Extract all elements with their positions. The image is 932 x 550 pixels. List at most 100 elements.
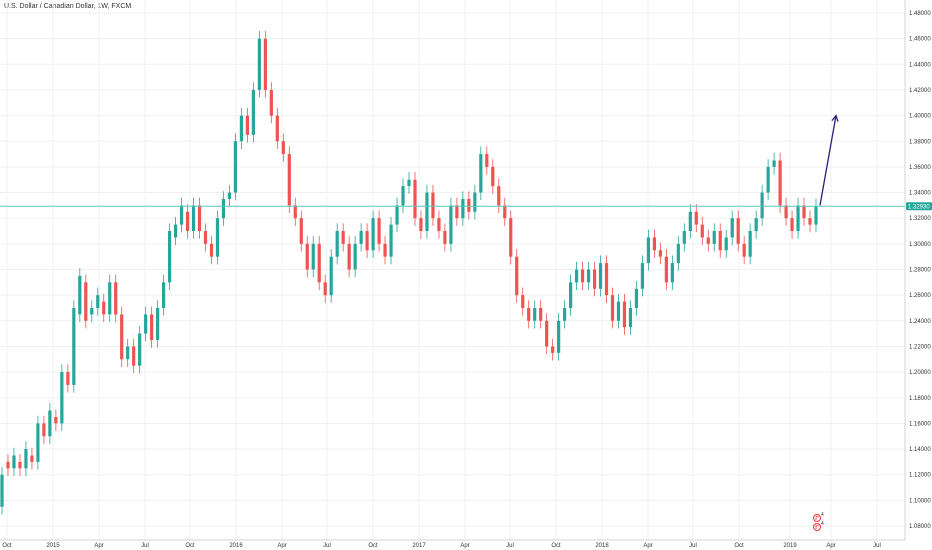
candle[interactable] [545,320,549,347]
candle[interactable] [221,198,226,219]
candle[interactable] [173,224,178,238]
candle[interactable] [682,231,686,244]
candle[interactable] [515,256,519,296]
candle[interactable] [652,237,656,251]
candle[interactable] [108,282,112,315]
candle[interactable] [557,320,561,353]
candle[interactable] [563,307,567,321]
candle[interactable] [275,115,279,142]
candle[interactable] [227,192,232,199]
candle[interactable] [317,243,321,283]
candle[interactable] [473,192,477,212]
candle[interactable] [802,205,806,219]
candle[interactable] [598,263,603,289]
candle[interactable] [341,231,345,244]
candle[interactable] [245,115,249,135]
candle[interactable] [90,307,94,315]
candle[interactable] [191,205,196,232]
candle[interactable] [700,224,704,238]
candle[interactable] [329,256,333,296]
flag-event-icon[interactable] [813,523,821,531]
candle[interactable] [437,218,441,232]
candle[interactable] [718,231,722,251]
candle[interactable] [479,154,483,193]
candle[interactable] [401,186,405,206]
candle[interactable] [66,372,70,385]
candle[interactable] [610,295,615,321]
candle[interactable] [658,250,662,257]
candle[interactable] [694,211,698,225]
candle[interactable] [527,307,531,321]
candle[interactable] [233,141,238,193]
candle[interactable] [353,243,357,270]
candle[interactable] [18,461,22,469]
candle[interactable] [551,346,555,353]
candle[interactable] [389,224,393,257]
candle[interactable] [491,166,495,187]
candle[interactable] [760,192,764,219]
candle[interactable] [12,455,16,469]
candle[interactable] [251,89,255,135]
candle[interactable] [784,205,788,219]
candle[interactable] [132,346,136,366]
candle[interactable] [311,243,315,270]
candle[interactable] [748,231,752,257]
candle[interactable] [126,346,130,360]
candle[interactable] [664,256,668,283]
candle[interactable] [263,38,267,90]
candle[interactable] [742,243,746,257]
candle[interactable] [616,301,621,321]
candle[interactable] [144,314,148,334]
candle[interactable] [42,423,46,437]
candle[interactable] [365,231,369,251]
candle[interactable] [60,372,64,424]
candle[interactable] [455,205,459,219]
candle[interactable] [646,237,651,264]
candle[interactable] [796,205,800,232]
candle[interactable] [772,160,776,167]
candle[interactable] [36,423,40,462]
candle[interactable] [503,205,507,219]
candle[interactable] [640,263,645,289]
candle[interactable] [72,307,76,385]
candle[interactable] [269,89,273,116]
candle[interactable] [736,218,740,244]
candle[interactable] [24,449,28,469]
candle[interactable] [431,192,435,219]
candle[interactable] [604,263,609,296]
candle[interactable] [569,282,573,308]
candle[interactable] [323,282,327,296]
candle[interactable] [138,333,142,366]
candle[interactable] [592,269,597,289]
candle[interactable] [48,410,52,437]
candle[interactable] [676,243,680,264]
candle[interactable] [622,301,627,328]
candle[interactable] [724,237,728,251]
candle[interactable] [509,218,513,257]
candle[interactable] [347,243,351,270]
candle[interactable] [485,154,489,167]
candle[interactable] [6,461,10,469]
flag-event-icon[interactable] [813,514,821,522]
candle[interactable] [287,154,291,206]
candle[interactable] [419,218,423,232]
candle[interactable] [162,282,166,308]
candle[interactable] [78,275,82,315]
candle[interactable] [167,231,172,283]
candle[interactable] [628,307,633,328]
candle[interactable] [239,115,244,142]
candle[interactable] [185,211,190,232]
candle[interactable] [449,205,453,244]
candle[interactable] [96,295,100,308]
candle[interactable] [84,282,88,321]
candle[interactable] [281,141,285,155]
candle[interactable] [156,307,160,341]
candle[interactable] [305,243,309,270]
candle[interactable] [670,263,674,283]
candle[interactable] [383,243,387,257]
candle[interactable] [712,231,716,244]
candle[interactable] [30,455,34,462]
candle[interactable] [293,205,297,219]
candle[interactable] [706,237,710,244]
candle[interactable] [359,231,363,244]
